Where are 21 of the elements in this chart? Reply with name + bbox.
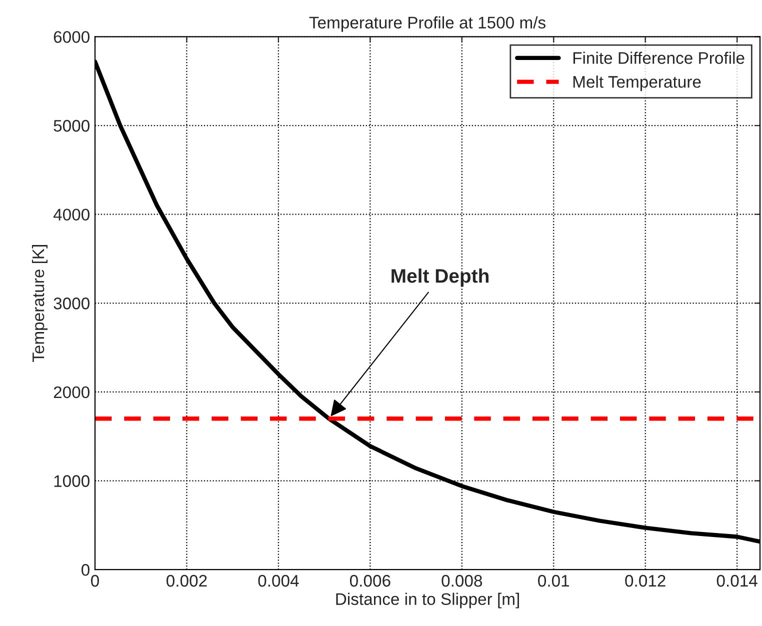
x-tick-label: 0.014 <box>716 574 758 587</box>
x-tick-label: 0 <box>91 574 99 587</box>
x-tick-label: 0.012 <box>625 574 666 587</box>
legend-label: Melt Temperature <box>573 76 701 92</box>
annotation: Melt Depth <box>392 268 488 287</box>
y-tick-label: 1000 <box>54 475 90 487</box>
chart-title: Temperature Profile at 1500 m/s <box>309 16 546 32</box>
x-tick-label: 0.008 <box>442 574 482 587</box>
x-tick-label: 0.006 <box>350 574 390 587</box>
x-tick-label: 0.004 <box>258 574 299 587</box>
y-tick-label: 6000 <box>54 31 90 43</box>
y-tick-label: 4000 <box>53 208 90 221</box>
y-tick-label: 0 <box>82 564 90 576</box>
x-tick-label: 0.01 <box>538 574 570 587</box>
x-axis-title: Distance in to Slipper [m] <box>336 592 519 608</box>
y-axis-title: Temperature [K] <box>32 245 48 362</box>
x-tick-label: 0.002 <box>166 574 207 587</box>
y-tick-label: 3000 <box>54 298 90 310</box>
y-tick-label: 5000 <box>54 120 90 132</box>
y-tick-label: 2000 <box>54 386 90 398</box>
legend-label: Finite Difference Profile <box>573 52 744 64</box>
